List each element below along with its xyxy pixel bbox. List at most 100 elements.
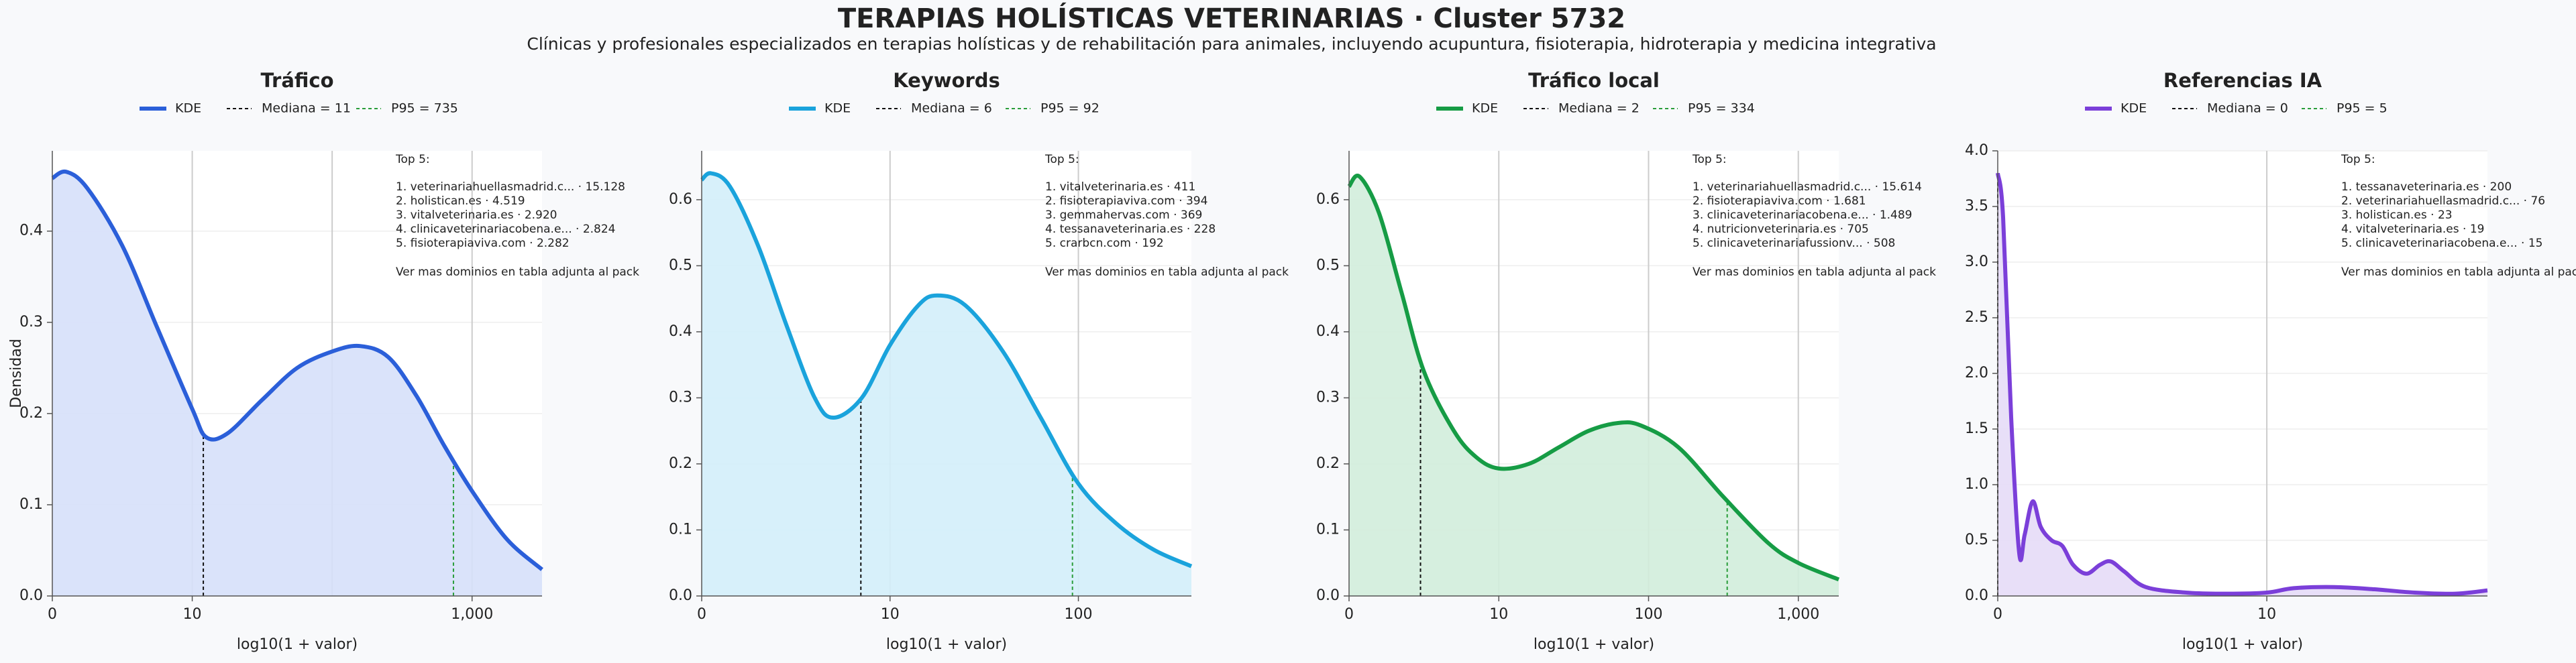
y-tick-label: 3.0 <box>1965 253 1988 270</box>
kde-line <box>1996 172 2488 596</box>
kde-line <box>51 169 543 571</box>
legend-label: P95 = 334 <box>1688 101 1755 116</box>
y-tick-label: 0.2 <box>19 405 43 422</box>
annotation: 3. clinicaveterinariacobena.e... · 1.489 <box>1693 208 1913 222</box>
x-axis-label: log10(1 + valor) <box>237 636 358 653</box>
kde-area <box>1998 173 2487 596</box>
x-tick-label: 100 <box>1634 606 1662 623</box>
legend-label: KDE <box>1472 101 1498 116</box>
legend-label: KDE <box>2121 101 2147 116</box>
annotation: 4. vitalveterinaria.es · 19 <box>2341 223 2484 236</box>
y-tick-label: 0.2 <box>669 455 692 472</box>
x-tick-label: 0 <box>1993 606 2002 623</box>
annotation: 1. veterinariahuellasmadrid.c... · 15.12… <box>396 180 625 194</box>
x-tick-label: 10 <box>1489 606 1508 623</box>
x-tick-label: 1,000 <box>451 606 493 623</box>
x-tick-label: 0 <box>48 606 57 623</box>
y-tick-label: 0.1 <box>1316 521 1340 538</box>
x-tick-label: 10 <box>183 606 202 623</box>
legend-label: Mediana = 2 <box>1558 101 1640 116</box>
y-axis-label: Densidad <box>8 339 25 408</box>
y-tick-label: 0.5 <box>669 257 692 274</box>
annotation: 5. clinicaveterinariacobena.e... · 15 <box>2341 237 2542 250</box>
annotation: 5. crarbcn.com · 192 <box>1045 237 1164 250</box>
annotation: 3. vitalveterinaria.es · 2.920 <box>396 208 557 222</box>
y-tick-label: 0.6 <box>669 191 692 208</box>
annotation: 3. holistican.es · 23 <box>2341 208 2453 222</box>
y-tick-label: 0.3 <box>19 314 43 330</box>
legend-label: Mediana = 11 <box>262 101 351 116</box>
kde-line <box>1347 174 1840 582</box>
annotation: 1. veterinariahuellasmadrid.c... · 15.61… <box>1693 180 1922 194</box>
annotation: 2. veterinariahuellasmadrid.c... · 76 <box>2341 194 2545 208</box>
legend-label: Mediana = 0 <box>2207 101 2288 116</box>
kde-area <box>702 173 1191 597</box>
panel-title: Referencias IA <box>2163 69 2322 92</box>
annotation: 5. fisioterapiaviva.com · 2.282 <box>396 237 570 250</box>
kde-area <box>52 171 542 597</box>
panel-title: Tráfico local <box>1528 69 1660 92</box>
y-tick-label: 0.6 <box>1316 191 1340 208</box>
panel-title: Keywords <box>893 69 1000 92</box>
figure-title: TERAPIAS HOLÍSTICAS VETERINARIAS · Clust… <box>838 2 1625 34</box>
legend-label: P95 = 92 <box>1040 101 1099 116</box>
annotation: Top 5: <box>395 153 430 166</box>
y-tick-label: 4.0 <box>1965 142 1988 159</box>
annotation: 4. clinicaveterinariacobena.e... · 2.824 <box>396 223 616 236</box>
panel: Tráfico local 0.0 0.1 0.2 0.3 0.4 0.5 0.6 0 10 100… <box>1316 69 1936 653</box>
annotation: Ver mas dominios en tabla adjunta al pac… <box>1045 265 1289 279</box>
y-tick-label: 0.0 <box>19 587 43 604</box>
x-axis-label: log10(1 + valor) <box>1534 636 1654 653</box>
y-tick-label: 3.5 <box>1965 198 1988 215</box>
y-tick-label: 0.4 <box>1316 323 1340 340</box>
y-tick-label: 0.0 <box>1965 587 1988 604</box>
annotation: Top 5: <box>2341 153 2375 166</box>
figure-subtitle: Clínicas y profesionales especializados … <box>527 34 1936 54</box>
annotation: 1. vitalveterinaria.es · 411 <box>1045 180 1195 194</box>
y-tick-label: 1.0 <box>1965 476 1988 493</box>
x-tick-label: 10 <box>2257 606 2276 623</box>
panel-title: Tráfico <box>260 69 333 92</box>
y-tick-label: 1.5 <box>1965 420 1988 437</box>
annotation: 4. tessanaveterinaria.es · 228 <box>1045 223 1216 236</box>
legend-label: KDE <box>824 101 851 116</box>
annotation: 5. clinicaveterinariafussionv... · 508 <box>1693 237 1895 250</box>
kde-line <box>700 171 1193 568</box>
y-tick-label: 0.5 <box>1965 532 1988 548</box>
annotation: 1. tessanaveterinaria.es · 200 <box>2341 180 2512 194</box>
y-tick-label: 0.5 <box>1316 257 1340 274</box>
x-tick-label: 10 <box>881 606 900 623</box>
y-tick-label: 0.4 <box>19 223 43 239</box>
annotation: 2. fisioterapiaviva.com · 394 <box>1045 194 1208 208</box>
annotation: 4. nutricionveterinaria.es · 705 <box>1693 223 1869 236</box>
x-axis-label: log10(1 + valor) <box>2182 636 2303 653</box>
y-tick-label: 0.1 <box>669 521 692 538</box>
y-tick-label: 0.3 <box>1316 389 1340 406</box>
annotation: 2. fisioterapiaviva.com · 1.681 <box>1693 194 1866 208</box>
annotation: Ver mas dominios en tabla adjunta al pac… <box>396 265 639 279</box>
y-tick-label: 0.3 <box>669 389 692 406</box>
x-tick-label: 1,000 <box>1777 606 1819 623</box>
x-axis-label: log10(1 + valor) <box>886 636 1007 653</box>
y-tick-label: 0.0 <box>669 587 692 604</box>
y-tick-label: 0.2 <box>1316 455 1340 472</box>
annotation: Top 5: <box>1692 153 1727 166</box>
panel: Tráfico 0.0 0.1 0.2 0.3 0.4 0 10 1,000 log10(1 + … <box>8 69 639 653</box>
annotation: 2. holistican.es · 4.519 <box>396 194 525 208</box>
annotation: Ver mas dominios en tabla adjunta al pac… <box>2341 265 2576 279</box>
x-tick-label: 0 <box>697 606 706 623</box>
y-tick-label: 0.0 <box>1316 587 1340 604</box>
y-tick-label: 0.1 <box>19 496 43 513</box>
legend-label: Mediana = 6 <box>911 101 992 116</box>
y-tick-label: 2.0 <box>1965 365 1988 381</box>
annotation: Top 5: <box>1044 153 1079 166</box>
panel: Referencias IA 0.0 0.5 1.0 1.5 2.0 2.5 3.0 3.5 4.… <box>1965 69 2576 653</box>
annotation: Ver mas dominios en tabla adjunta al pac… <box>1693 265 1936 279</box>
legend-label: KDE <box>175 101 201 116</box>
legend-label: P95 = 5 <box>2337 101 2387 116</box>
legend-label: P95 = 735 <box>391 101 458 116</box>
y-tick-label: 0.4 <box>669 323 692 340</box>
x-tick-label: 100 <box>1065 606 1093 623</box>
x-tick-label: 0 <box>1344 606 1354 623</box>
